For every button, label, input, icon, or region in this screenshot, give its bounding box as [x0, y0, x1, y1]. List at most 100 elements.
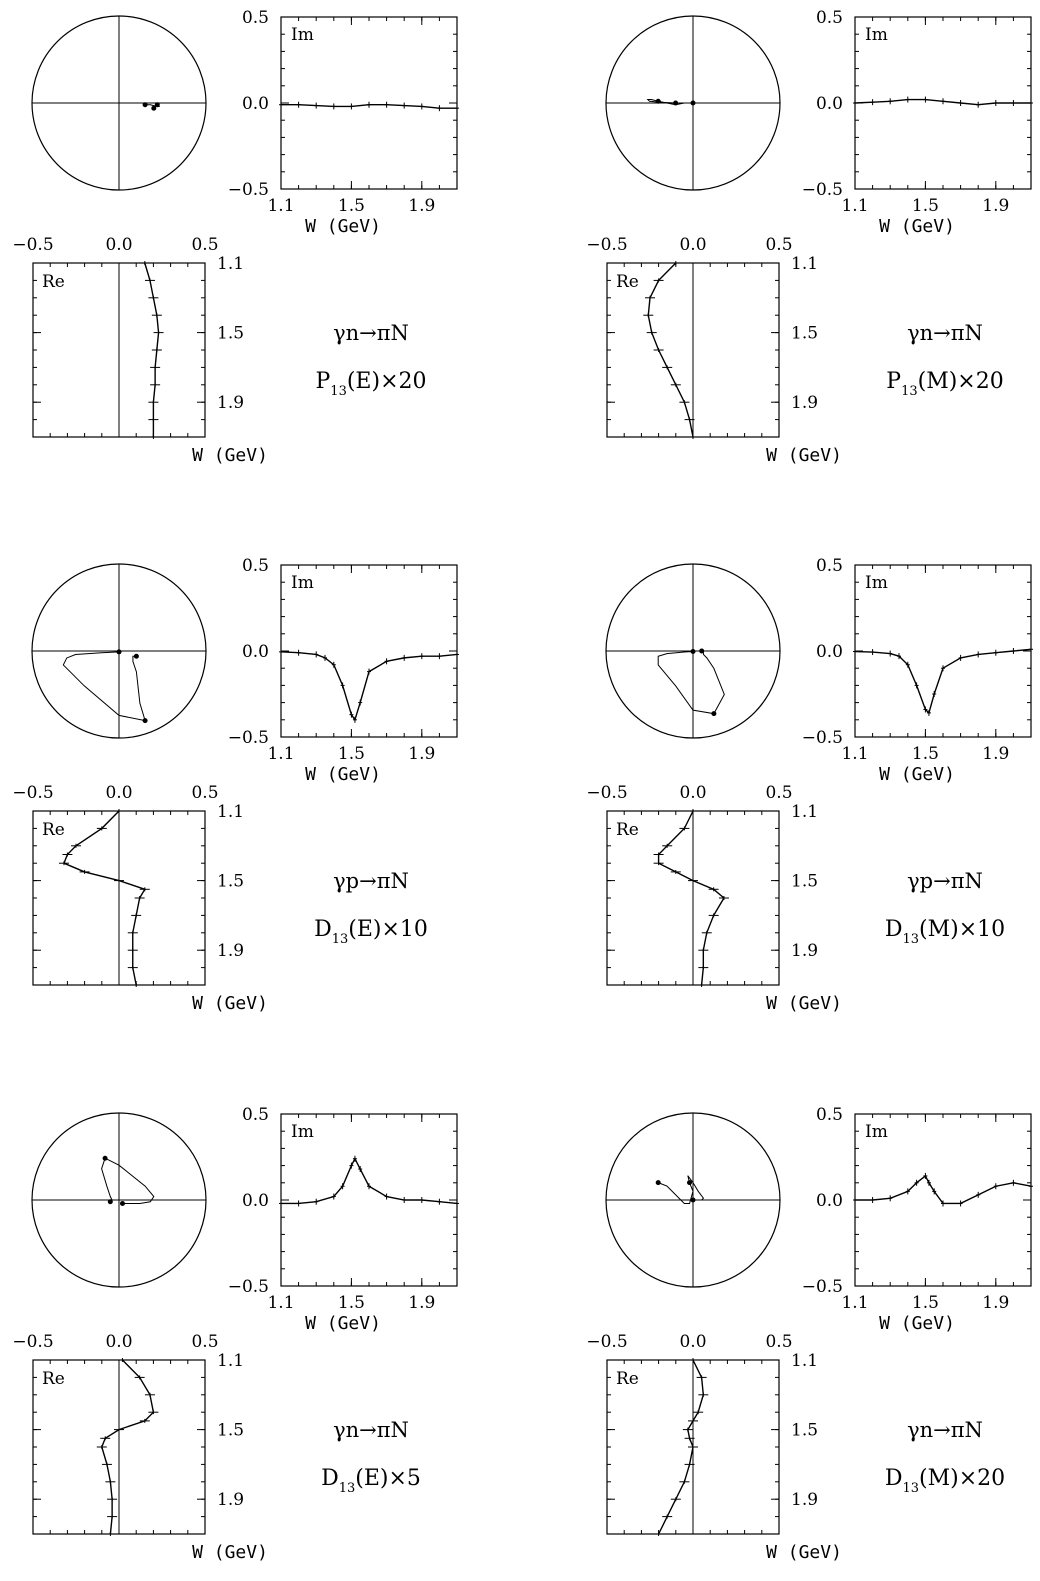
re-y-tick-label: 1.9: [217, 393, 244, 413]
amplitude-label: D13(E)×10: [314, 917, 428, 947]
re-corner-label: Re: [616, 1369, 639, 1389]
amplitude-letter: D: [885, 1466, 903, 1491]
re-y-tick-label: 1.1: [791, 1351, 818, 1371]
im-x-tick-label: 1.1: [267, 1293, 294, 1313]
amplitude-subscript: 13: [330, 384, 347, 399]
im-corner-label: Im: [865, 25, 888, 45]
im-x-tick-label: 1.5: [338, 744, 365, 764]
im-x-tick-label: 1.9: [982, 744, 1009, 764]
im-y-tick-label: 0.5: [242, 556, 269, 576]
argand-trajectory: [62, 651, 146, 722]
chart-panel: Im0.50.0−0.51.1 1.5 1.9W (GeV)Re−0.5 0.0 0.5…: [12, 556, 459, 1014]
re-y-tick-label: 1.5: [217, 1421, 244, 1441]
im-x-axis-title: W (GeV): [305, 1313, 381, 1334]
im-y-tick-label: 0.5: [816, 8, 843, 28]
amplitude-label: P13(E)×20: [315, 369, 426, 399]
re-corner-label: Re: [616, 272, 639, 292]
argand-marker: [133, 653, 139, 659]
re-curve: [657, 810, 725, 986]
re-x-tick-label: −0.5: [586, 783, 627, 803]
chart-panel: Im0.50.0−0.51.1 1.5 1.9W (GeV)Re−0.5 0.0 0.5…: [586, 556, 1033, 1014]
re-corner-label: Re: [616, 820, 639, 840]
reaction-label: γp→πN: [907, 869, 983, 893]
amplitude-subscript: 13: [902, 1481, 919, 1496]
amplitude-subscript: 13: [339, 1481, 356, 1496]
amplitude-suffix: (E)×10: [348, 917, 428, 942]
amplitude-suffix: (E)×20: [347, 369, 427, 394]
argand-marker: [690, 100, 696, 106]
re-corner-label: Re: [42, 272, 65, 292]
re-curve: [63, 810, 146, 986]
im-y-tick-label: 0.5: [242, 1105, 269, 1125]
argand-marker: [154, 102, 160, 108]
amplitude-suffix: (M)×20: [918, 369, 1004, 394]
argand-trajectory: [658, 1175, 705, 1204]
im-corner-label: Im: [291, 25, 314, 45]
chart-panel: Im0.50.0−0.51.1 1.5 1.9W (GeV)Re−0.5 0.0 0.5…: [586, 1105, 1033, 1563]
re-y-axis-title: W (GeV): [766, 445, 842, 466]
im-x-tick-label: 1.1: [841, 196, 868, 216]
im-y-tick-label: −0.5: [228, 1277, 269, 1297]
re-y-tick-label: 1.9: [791, 393, 818, 413]
im-x-tick-label: 1.9: [408, 196, 435, 216]
im-x-axis-title: W (GeV): [305, 216, 381, 237]
im-x-tick-label: 1.5: [338, 1293, 365, 1313]
reaction-label: γn→πN: [907, 321, 983, 345]
re-y-tick-label: 1.5: [791, 324, 818, 344]
im-y-tick-label: 0.0: [816, 94, 843, 114]
im-x-tick-label: 1.9: [982, 1293, 1009, 1313]
im-x-tick-label: 1.5: [912, 1293, 939, 1313]
re-x-tick-label: 0.0: [679, 1332, 706, 1352]
re-corner-label: Re: [42, 820, 65, 840]
argand-marker: [151, 105, 157, 111]
im-x-tick-label: 1.9: [408, 744, 435, 764]
amplitude-letter: D: [885, 917, 903, 942]
amplitude-suffix: (M)×10: [919, 917, 1005, 942]
im-corner-label: Im: [291, 1122, 314, 1142]
re-x-tick-label: 0.0: [105, 783, 132, 803]
argand-marker: [699, 648, 705, 654]
im-x-axis-title: W (GeV): [305, 764, 381, 785]
re-y-axis-title: W (GeV): [192, 1542, 268, 1563]
im-curve: [855, 1174, 1032, 1205]
re-y-axis-title: W (GeV): [766, 993, 842, 1014]
amplitude-letter: D: [314, 917, 332, 942]
re-y-tick-label: 1.9: [217, 1490, 244, 1510]
argand-marker: [711, 711, 717, 717]
im-x-tick-label: 1.5: [912, 744, 939, 764]
re-y-tick-label: 1.9: [791, 941, 818, 961]
im-corner-label: Im: [291, 573, 314, 593]
reaction-label: γn→πN: [333, 321, 409, 345]
reaction-label: γp→πN: [333, 869, 409, 893]
im-curve: [854, 648, 1032, 715]
re-y-axis-title: W (GeV): [192, 993, 268, 1014]
re-y-tick-label: 1.1: [791, 254, 818, 274]
im-x-axis-title: W (GeV): [879, 1313, 955, 1334]
argand-marker: [116, 649, 122, 655]
im-y-tick-label: −0.5: [802, 1277, 843, 1297]
im-x-tick-label: 1.5: [338, 196, 365, 216]
argand-marker: [687, 1180, 693, 1186]
reaction-label: γn→πN: [907, 1418, 983, 1442]
reaction-label: γn→πN: [333, 1418, 409, 1442]
re-x-tick-label: 0.5: [765, 1332, 792, 1352]
re-x-tick-label: 0.5: [191, 1332, 218, 1352]
re-x-tick-label: −0.5: [12, 235, 53, 255]
im-y-tick-label: 0.0: [242, 94, 269, 114]
re-x-tick-label: 0.0: [679, 783, 706, 803]
chart-panel: Im0.50.0−0.51.1 1.5 1.9W (GeV)Re−0.5 0.0 0.5…: [12, 8, 459, 466]
argand-marker: [142, 718, 148, 724]
re-curve: [101, 1359, 155, 1535]
re-x-tick-label: 0.5: [191, 783, 218, 803]
re-x-tick-label: 0.5: [765, 783, 792, 803]
im-y-tick-label: 0.5: [816, 1105, 843, 1125]
amplitude-subscript: 13: [332, 932, 349, 947]
re-y-tick-label: 1.1: [217, 254, 244, 274]
re-y-tick-label: 1.5: [791, 1421, 818, 1441]
re-x-tick-label: 0.5: [191, 235, 218, 255]
im-y-tick-label: −0.5: [228, 728, 269, 748]
argand-marker: [690, 649, 696, 655]
im-x-tick-label: 1.9: [408, 1293, 435, 1313]
im-y-tick-label: −0.5: [802, 728, 843, 748]
argand-marker: [655, 98, 661, 104]
